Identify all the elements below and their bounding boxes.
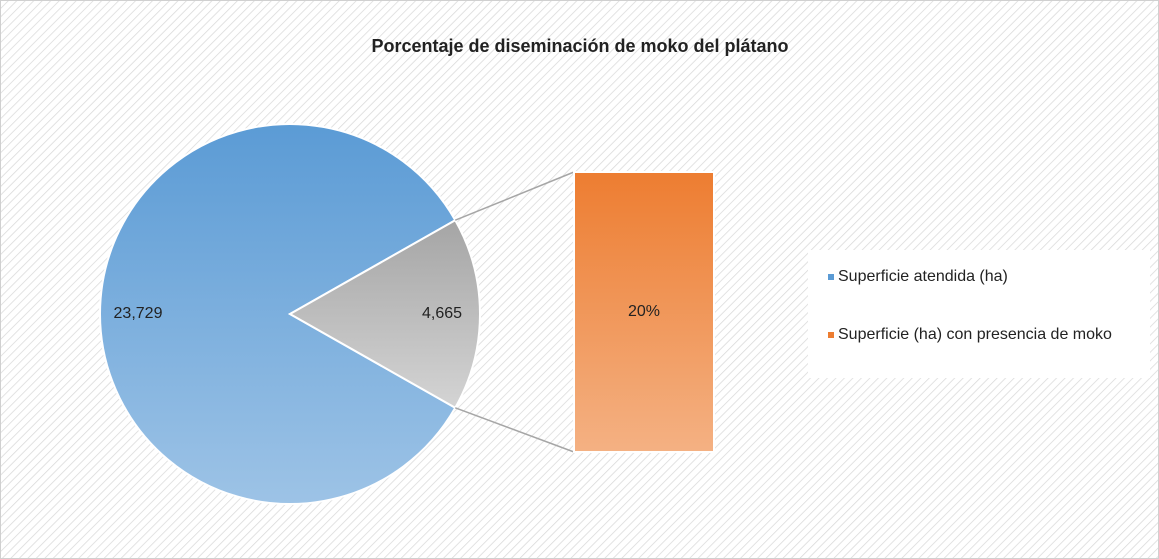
connector bbox=[454, 171, 575, 221]
bar-label: 20% bbox=[628, 303, 660, 320]
pie-slice bbox=[287, 218, 481, 410]
legend-entry: Superficie (ha) con presencia de moko bbox=[828, 324, 1143, 346]
slice-label: 23,729 bbox=[114, 305, 163, 322]
legend-label: Superficie (ha) con presencia de moko bbox=[838, 326, 1112, 343]
legend-swatch bbox=[828, 274, 834, 280]
legend: Superficie atendida (ha) Superficie (ha) … bbox=[808, 250, 1150, 378]
legend-label: Superficie atendida (ha) bbox=[838, 268, 1008, 285]
chart-title: Porcentaje de diseminación de moko del p… bbox=[371, 36, 788, 56]
legend-swatch bbox=[828, 332, 834, 338]
connector bbox=[454, 407, 575, 453]
slice-label: 4,665 bbox=[422, 305, 462, 322]
bar bbox=[573, 171, 715, 453]
legend-entry: Superficie atendida (ha) bbox=[828, 266, 1143, 288]
pie-slice bbox=[99, 123, 457, 505]
